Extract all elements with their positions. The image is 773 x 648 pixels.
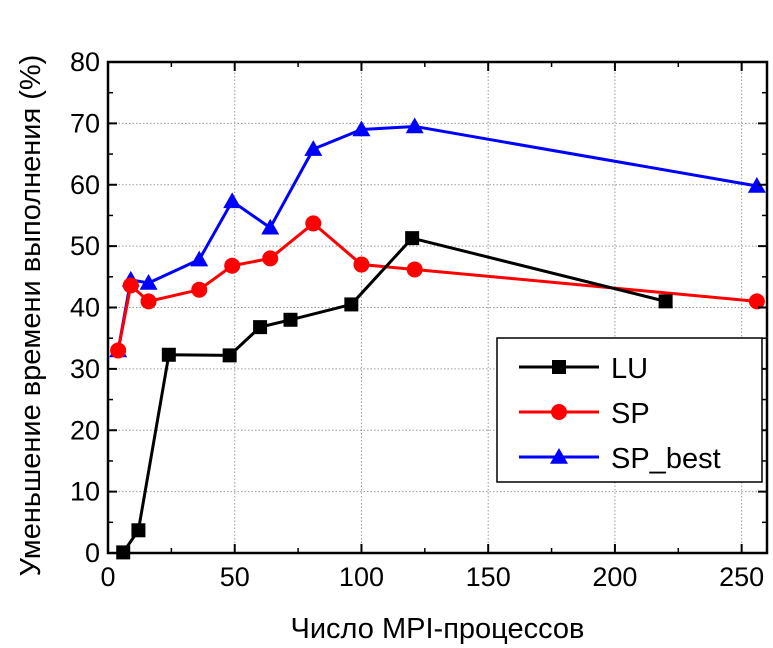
data-point (405, 231, 420, 246)
data-point (344, 297, 359, 312)
legend-label: SP_best (611, 443, 721, 475)
data-point (353, 256, 370, 273)
data-point (283, 312, 298, 327)
y-tick-label: 10 (70, 477, 100, 507)
legend-marker (552, 360, 566, 374)
series-sp-best (109, 117, 766, 358)
grid-lines (108, 62, 767, 553)
y-tick-label: 60 (70, 170, 100, 200)
data-point (190, 250, 209, 267)
y-tick-label: 50 (70, 231, 100, 261)
x-tick-label: 200 (592, 562, 637, 592)
y-tick-label: 70 (70, 108, 100, 138)
data-point (747, 176, 766, 193)
data-point (253, 320, 268, 335)
data-point (222, 348, 237, 363)
series-line (116, 221, 758, 351)
data-point (406, 261, 423, 278)
data-point (131, 523, 146, 538)
legend-item: SP (519, 398, 650, 430)
data-point (140, 293, 157, 310)
series-sp (110, 215, 765, 359)
data-point (262, 250, 279, 267)
data-point (110, 342, 127, 359)
legend: LU SP SP_best (496, 337, 763, 483)
x-tick-label: 100 (339, 562, 384, 592)
y-tick-label: 30 (70, 354, 100, 384)
data-point (122, 277, 139, 294)
data-point (748, 293, 765, 310)
legend-label: SP (611, 398, 650, 430)
x-tick-label: 250 (719, 562, 764, 592)
data-point (191, 281, 208, 298)
x-axis-title: Число MPI-процессов (291, 613, 585, 645)
data-point (223, 192, 242, 209)
data-point (139, 273, 158, 290)
data-point (161, 347, 176, 362)
legend-label: LU (611, 353, 648, 385)
data-point (405, 117, 424, 134)
y-tick-label: 20 (70, 415, 100, 445)
y-tick-label: 0 (85, 538, 100, 568)
x-tick-label: 50 (220, 562, 250, 592)
data-point (658, 294, 673, 309)
y-axis-title: Уменьшение времени выполнения (%) (15, 55, 47, 577)
legend-item: LU (519, 353, 648, 385)
series-line (116, 124, 758, 351)
data-point (305, 215, 322, 232)
legend-marker (551, 404, 567, 420)
x-tick-label: 0 (100, 562, 115, 592)
data-point (304, 140, 323, 156)
data-point (352, 120, 371, 137)
data-point (261, 218, 280, 235)
axes: 0 50 100 150 200 250 0 10 20 30 40 50 60 70 80 (70, 47, 767, 592)
y-tick-label: 80 (70, 47, 100, 77)
x-tick-label: 150 (466, 562, 511, 592)
legend-marker (550, 448, 568, 464)
legend-item: SP_best (519, 443, 721, 475)
y-tick-label: 40 (70, 293, 100, 323)
data-point (224, 257, 241, 274)
